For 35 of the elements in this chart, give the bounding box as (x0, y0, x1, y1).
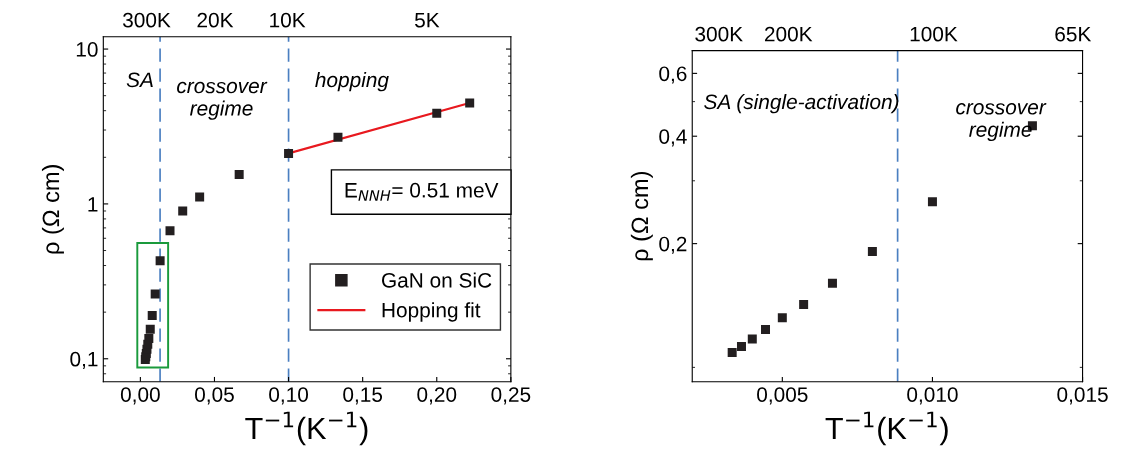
annotation: E$_{NNH}$= 0.51 meV (345, 182, 499, 201)
x-tick-label: 0,015 (1057, 387, 1108, 405)
y-axis-title: ρ (Ω cm) (630, 171, 653, 261)
x-tick-label: 0,010 (907, 387, 958, 405)
x-tick-label: 0,005 (757, 387, 808, 405)
text: 300K (695, 26, 743, 42)
text: 65K (1055, 26, 1092, 42)
annotation: SA (126, 72, 153, 88)
x-tick-label: 0,15 (343, 387, 383, 405)
y-axis-title: ρ (Ω cm) (41, 165, 64, 254)
x-tick-label: 0,00 (120, 387, 160, 405)
annotation: hopping (315, 71, 389, 92)
y-tick-label: 0,2 (659, 236, 687, 254)
y-tick-label: 0,1 (70, 351, 98, 369)
x-tick-label: 0,20 (417, 387, 457, 405)
annotation: SA (single-activation) (704, 93, 899, 114)
y-tick-label: 10 (76, 42, 98, 57)
x-axis-title: T$^{−1}$(K$^{−1}$) (825, 411, 948, 446)
text: 200K (764, 26, 813, 42)
y-tick-label: 0,4 (659, 129, 687, 147)
y-tick-label: 0,6 (659, 66, 687, 84)
text: 5K (415, 12, 440, 28)
annotation: crossover regime (177, 81, 268, 120)
text: 100K (910, 26, 958, 42)
text: 20K (197, 12, 234, 28)
x-tick-label: 0,25 (491, 387, 531, 405)
y-tick-label: 1 (88, 197, 98, 212)
legend-label: Hopping fit (382, 302, 481, 322)
text: 10K (270, 12, 306, 28)
x-tick-label: 0,10 (269, 387, 309, 405)
x-tick-label: 0,05 (195, 387, 234, 405)
legend-label: GaN on SiC (382, 272, 492, 288)
text: 300K (122, 12, 171, 28)
annotation: crossover regime (956, 103, 1047, 142)
x-axis-title: T$^{−1}$(K$^{−1}$) (245, 411, 368, 446)
